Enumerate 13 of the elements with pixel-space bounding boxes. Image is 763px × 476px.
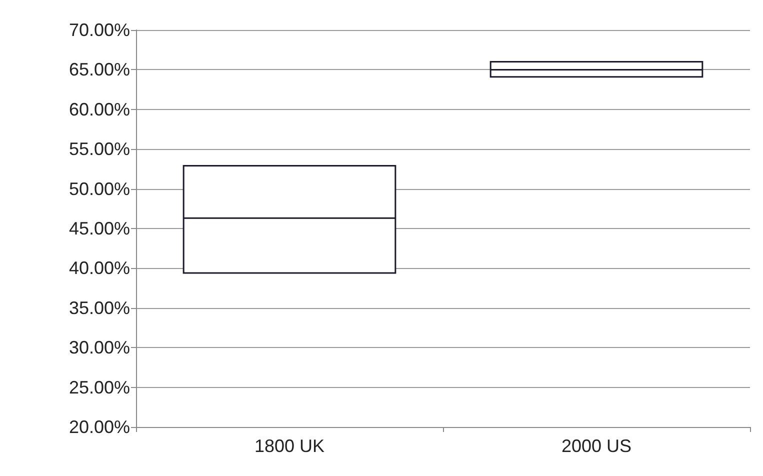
y-tick-label: 45.00% [68,218,130,238]
y-tick-label: 60.00% [68,99,130,120]
y-tick-label: 20.00% [68,417,130,437]
y-tick-label: 25.00% [68,377,130,398]
y-tick-label: 35.00% [68,298,130,318]
y-tick-label: 65.00% [68,60,130,80]
x-tick-label: 2000 US [561,436,632,456]
y-tick-label: 50.00% [68,178,130,199]
x-tick-label: 1800 UK [254,436,325,456]
y-tick-label: 30.00% [68,338,130,358]
y-tick-label: 55.00% [68,139,130,160]
y-tick-label: 70.00% [68,20,130,40]
y-tick-label: 40.00% [68,258,130,278]
